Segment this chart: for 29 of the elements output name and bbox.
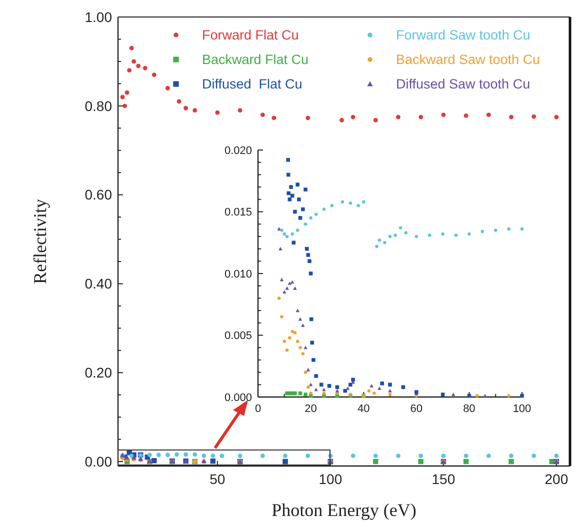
y-tick-label: 0.010 bbox=[224, 268, 252, 280]
x-tick-label: 40 bbox=[357, 403, 370, 415]
x-axis-title: Photon Energy (eV) bbox=[272, 500, 416, 520]
legend-label: Forward Flat Cu bbox=[202, 28, 299, 43]
x-tick-label: 200 bbox=[544, 471, 568, 487]
y-tick-label: 0.000 bbox=[224, 392, 252, 404]
x-tick-label: 60 bbox=[410, 403, 423, 415]
legend-label: Backward Flat Cu bbox=[202, 52, 309, 68]
legend-label: Backward Saw tooth Cu bbox=[396, 52, 540, 68]
y-tick-label: 0.005 bbox=[224, 330, 252, 342]
x-tick-label: 100 bbox=[318, 471, 342, 487]
legend-label: Diffused Saw tooth Cu bbox=[396, 76, 530, 92]
x-tick-label: 20 bbox=[304, 403, 317, 415]
legend-label: Diffused Flat Cu bbox=[202, 76, 302, 92]
y-tick-label: 0.60 bbox=[84, 186, 112, 203]
y-tick-label: 1.00 bbox=[84, 8, 112, 25]
y-tick-label: 0.40 bbox=[84, 276, 112, 292]
x-tick-label: 0 bbox=[254, 403, 262, 415]
y-tick-label: 0.00 bbox=[84, 453, 112, 470]
x-tick-label: 100 bbox=[512, 403, 532, 415]
x-tick-label: 80 bbox=[463, 403, 476, 415]
legend-label: Forward Saw tooth Cu bbox=[396, 28, 530, 43]
x-tick-label: 150 bbox=[432, 471, 456, 487]
x-tick-label: 50 bbox=[210, 471, 226, 487]
y-tick-label: 0.20 bbox=[84, 364, 112, 381]
y-tick-label: 0.020 bbox=[224, 144, 252, 157]
y-tick-label: 0.015 bbox=[224, 206, 252, 219]
y-tick-label: 0.80 bbox=[84, 98, 112, 114]
y-axis-title: Reflectivity bbox=[30, 199, 50, 284]
